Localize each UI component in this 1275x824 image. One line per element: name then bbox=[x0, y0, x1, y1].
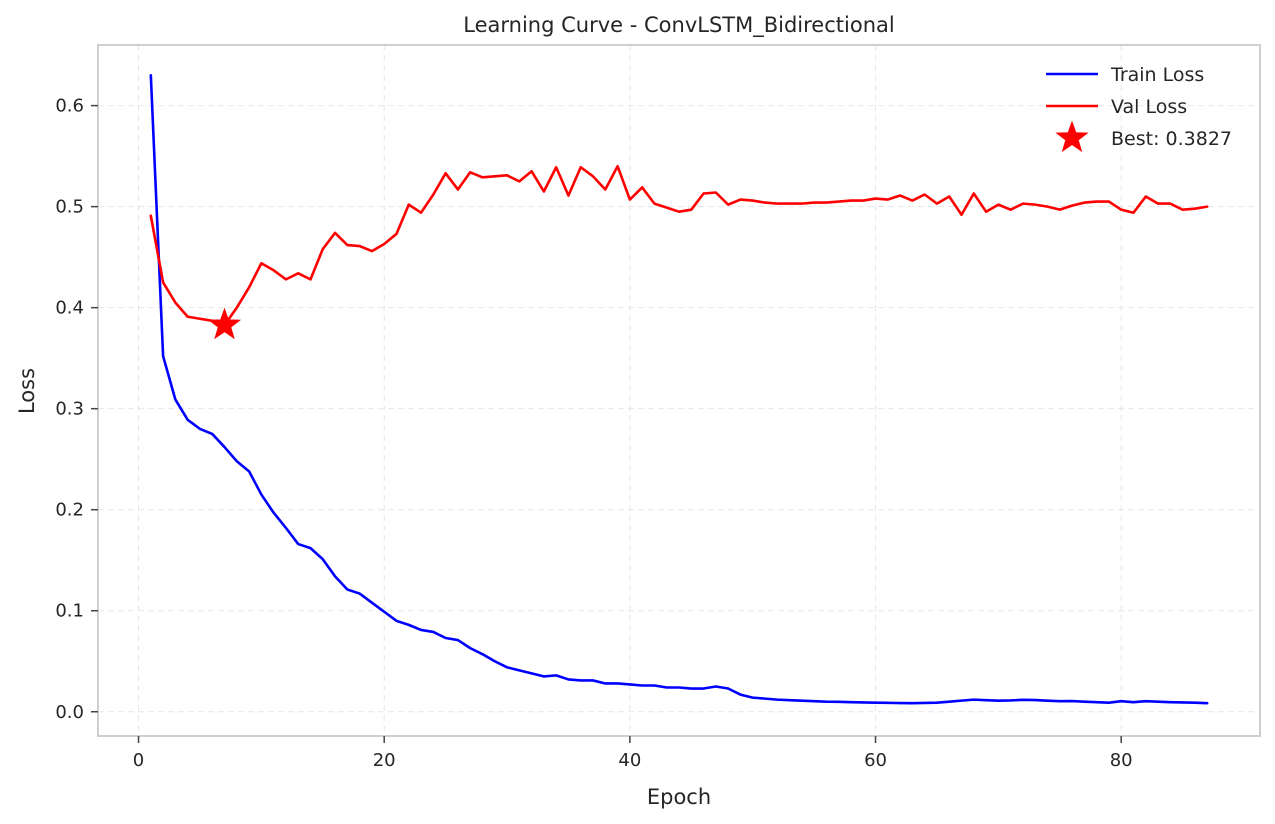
legend-best-star-icon bbox=[1055, 120, 1089, 153]
train-loss-line bbox=[149, 74, 1209, 705]
x-tick-label: 40 bbox=[618, 750, 641, 771]
best-marker-layer bbox=[207, 307, 242, 340]
x-tick-label: 0 bbox=[133, 750, 144, 771]
legend-train-loss-label: Train Loss bbox=[1110, 64, 1204, 86]
series-lines bbox=[149, 74, 1209, 705]
val-loss-line bbox=[149, 164, 1209, 327]
y-tick-label: 0.3 bbox=[55, 399, 84, 420]
y-tick-label: 0.4 bbox=[55, 298, 84, 319]
x-tick-label: 20 bbox=[373, 750, 396, 771]
legend-val-loss-label: Val Loss bbox=[1111, 96, 1187, 118]
plot-frame bbox=[97, 44, 1261, 737]
y-tick-label: 0.5 bbox=[55, 197, 84, 218]
axis-ticks: 0 20 40 60 80 0.0 0.1 0.2 0.3 0.4 0.5 0.6 bbox=[55, 96, 1132, 771]
y-axis-label: Loss bbox=[15, 368, 39, 414]
y-tick-label: 0.2 bbox=[55, 500, 84, 521]
x-tick-label: 80 bbox=[1110, 750, 1133, 771]
chart-title: Learning Curve - ConvLSTM_Bidirectional bbox=[463, 13, 894, 38]
legend: Train Loss Val Loss Best: 0.3827 bbox=[1046, 64, 1232, 153]
grid-lines bbox=[98, 45, 1260, 736]
x-axis-label: Epoch bbox=[647, 785, 711, 809]
best-marker-star bbox=[207, 307, 242, 340]
y-tick-label: 0.0 bbox=[55, 702, 84, 723]
y-tick-label: 0.6 bbox=[55, 96, 84, 117]
y-tick-label: 0.1 bbox=[55, 601, 84, 622]
x-tick-label: 60 bbox=[864, 750, 887, 771]
legend-best-label: Best: 0.3827 bbox=[1111, 128, 1232, 150]
